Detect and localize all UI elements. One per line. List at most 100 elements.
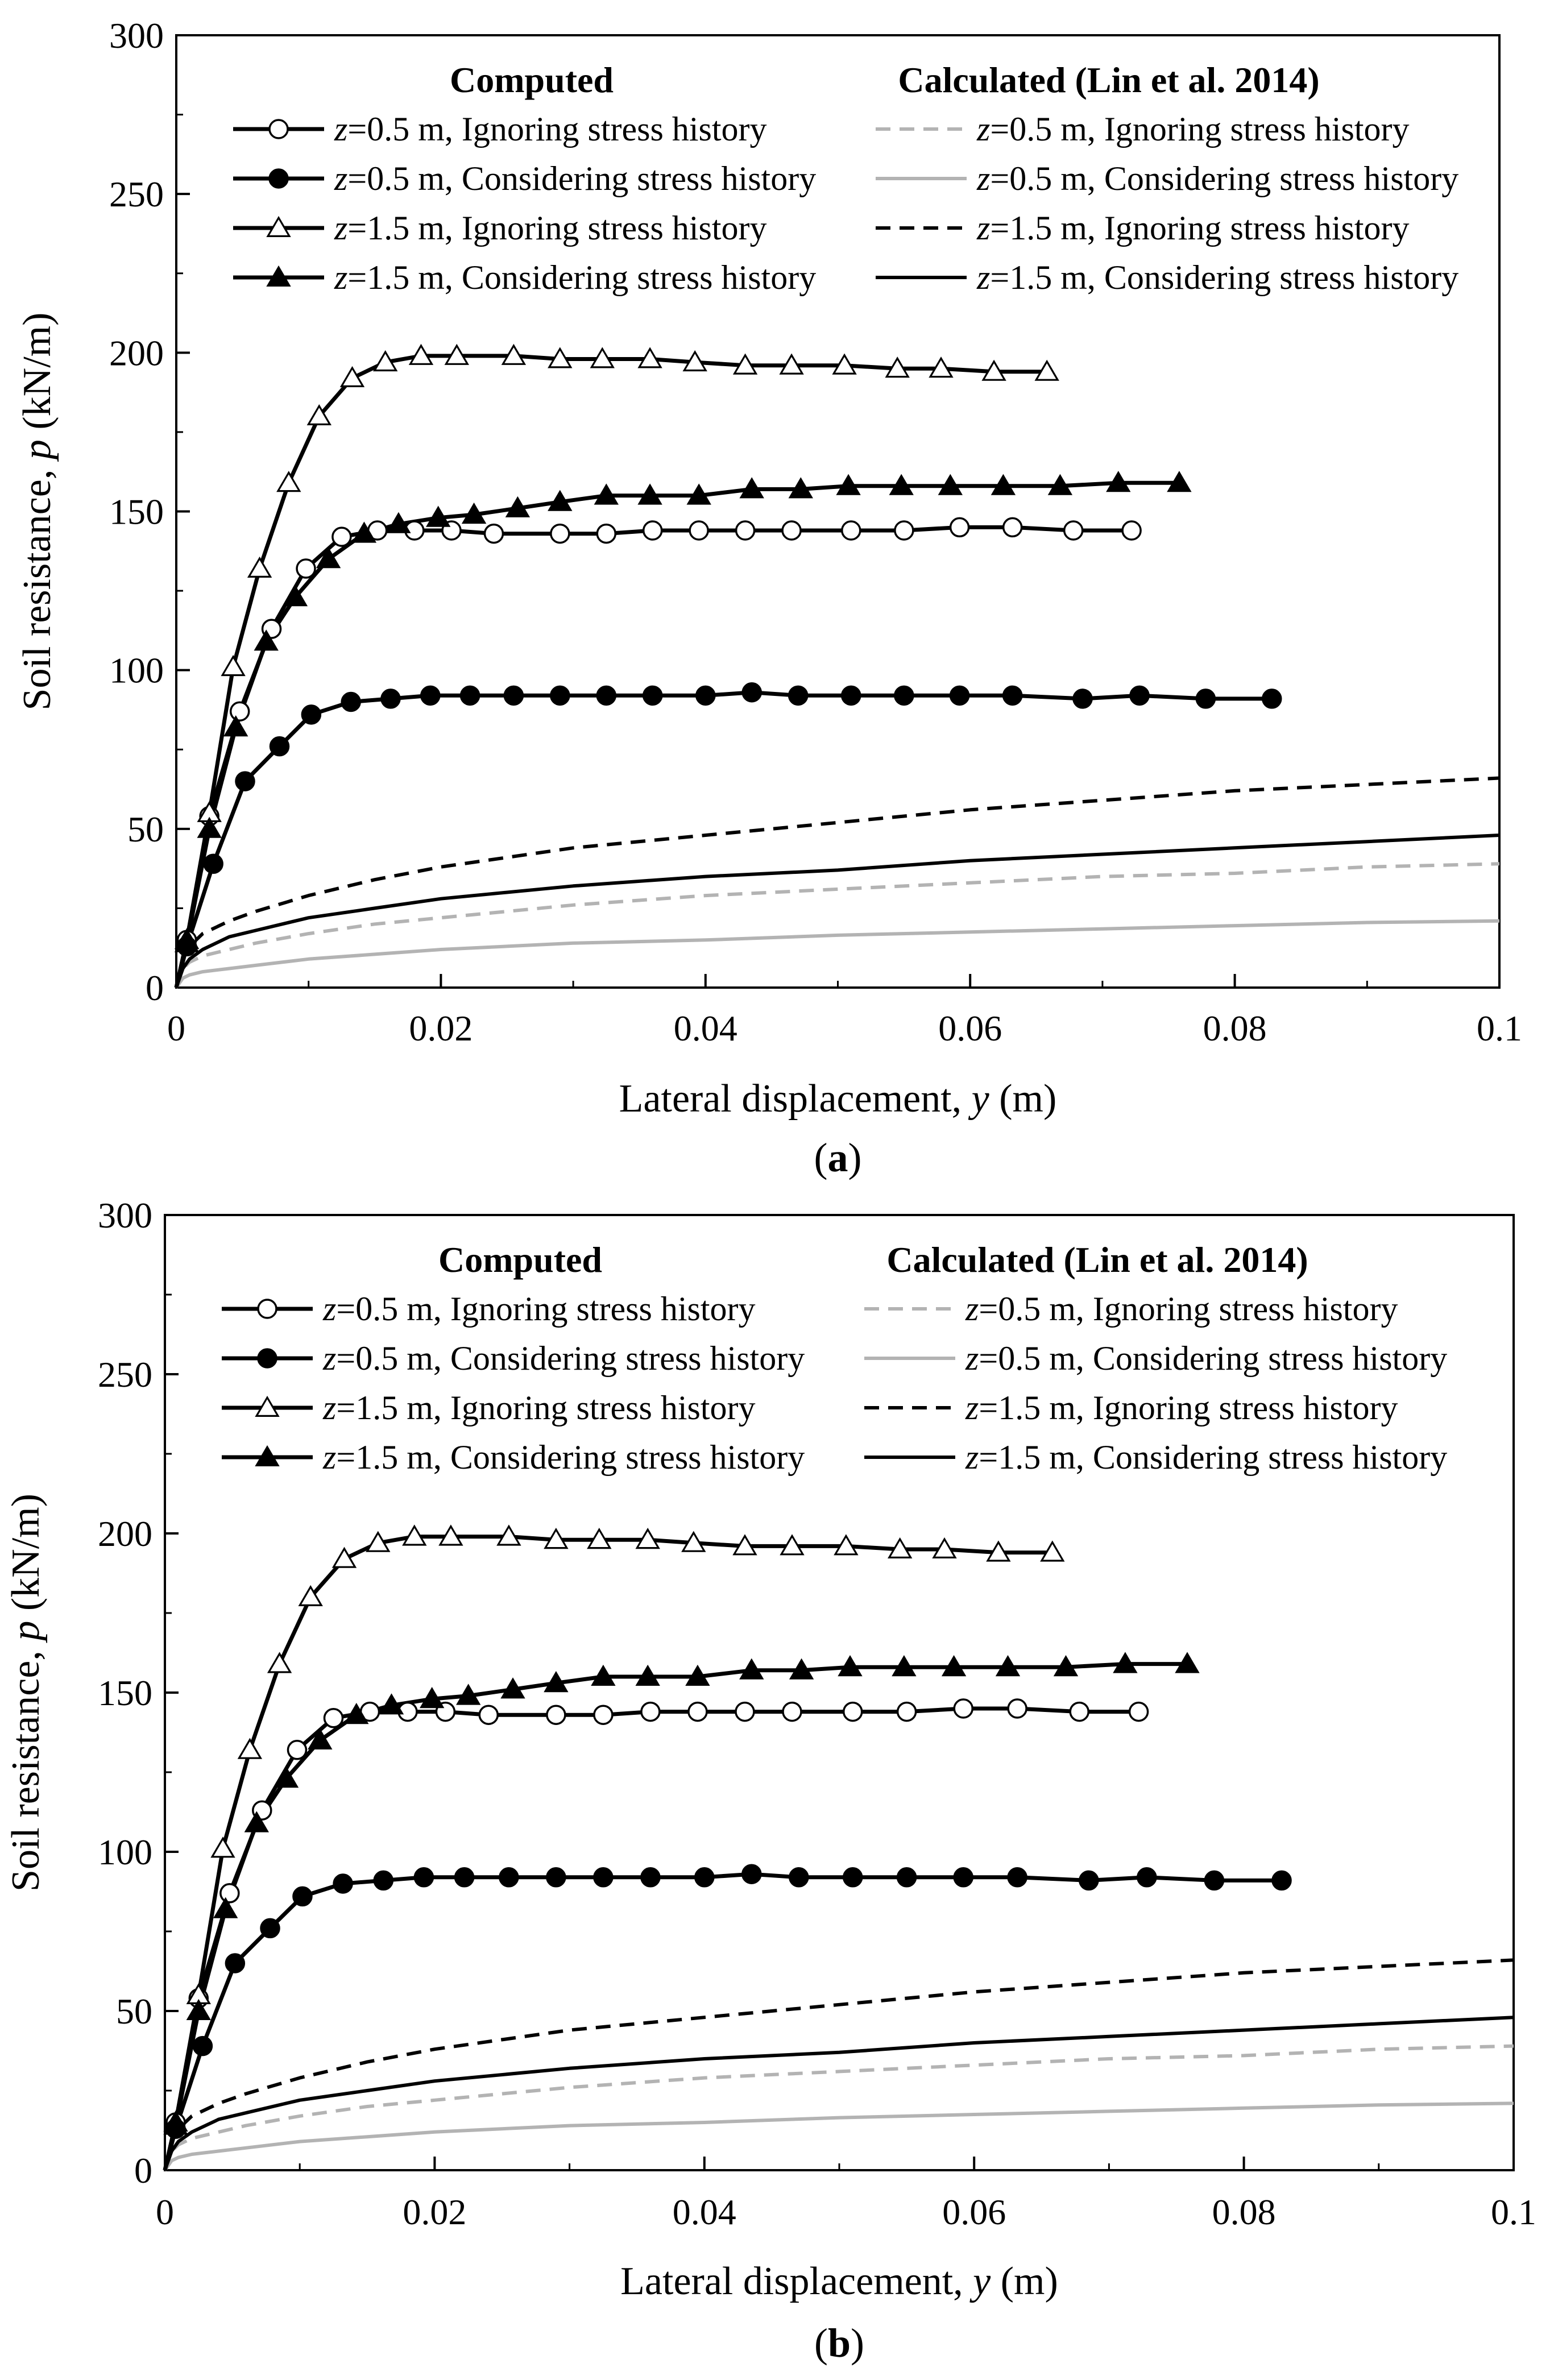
data-point-1 xyxy=(1204,1870,1225,1891)
legend-label-var: z xyxy=(334,259,347,296)
y-axis-label-text: Soil resistance, xyxy=(15,459,59,710)
data-point-2 xyxy=(635,1528,660,1549)
x-axis-label-text: Lateral displacement, xyxy=(620,2259,973,2303)
series-line-1 xyxy=(174,690,1272,988)
data-point-3 xyxy=(739,477,764,499)
legend-swatch-marker xyxy=(266,215,291,237)
series-line-6 xyxy=(175,776,1500,988)
legend-label-text: =1.5 m, Ignoring stress history xyxy=(990,209,1409,247)
data-point-1 xyxy=(235,771,255,791)
legend-label-text: =1.5 m, Ignoring stress history xyxy=(336,1389,755,1427)
data-point-0 xyxy=(687,1701,708,1722)
series-line-0 xyxy=(163,1706,1139,2171)
data-point-3 xyxy=(461,502,487,524)
data-point-0 xyxy=(1007,1698,1027,1719)
data-point-2 xyxy=(834,1534,859,1556)
data-point-1 xyxy=(454,1867,475,1888)
panel-caption: (a) xyxy=(814,1135,862,1180)
data-point-0 xyxy=(1128,1701,1149,1722)
legend-label-var: z xyxy=(965,1290,979,1328)
data-point-3 xyxy=(386,512,411,533)
legend-label-text: =1.5 m, Considering stress history xyxy=(347,259,816,296)
y-axis-label-unit: (kN/m) xyxy=(4,1494,48,1621)
data-point-3 xyxy=(548,490,573,511)
y-tick-label: 0 xyxy=(146,968,164,1008)
legend-label-var: z xyxy=(334,209,347,247)
y-tick-label: 250 xyxy=(109,174,164,214)
legend-label-var: z xyxy=(334,160,347,197)
data-point-3 xyxy=(1175,1652,1200,1673)
legend-label-text: =0.5 m, Ignoring stress history xyxy=(979,1290,1398,1328)
y-tick-label: 50 xyxy=(127,809,164,849)
legend-label-var: z xyxy=(976,110,990,148)
data-point-0 xyxy=(841,520,861,541)
data-point-0 xyxy=(323,1708,344,1728)
series-line-2 xyxy=(163,1535,1052,2171)
data-point-2 xyxy=(331,1546,357,1568)
legend-label: z=1.5 m, Ignoring stress history xyxy=(322,1389,756,1427)
data-point-2 xyxy=(590,347,615,368)
data-point-1 xyxy=(499,1867,519,1888)
data-point-1 xyxy=(1262,689,1282,709)
data-point-2 xyxy=(247,556,272,578)
data-point-3 xyxy=(308,1728,333,1749)
data-point-1 xyxy=(896,1867,917,1888)
data-point-2 xyxy=(237,1738,263,1759)
legend-label: z=0.5 m, Considering stress history xyxy=(976,160,1458,197)
data-point-1 xyxy=(1195,689,1216,709)
data-point-1 xyxy=(596,685,617,706)
x-tick-label: 0.02 xyxy=(403,2192,466,2232)
data-point-3 xyxy=(889,474,914,495)
data-point-1 xyxy=(1137,1867,1157,1888)
data-point-3 xyxy=(174,931,200,952)
data-point-0 xyxy=(842,1701,863,1722)
y-axis-label: Soil resistance, p (kN/m) xyxy=(4,1494,48,1892)
data-point-1 xyxy=(269,736,290,757)
legend-label: z=0.5 m, Ignoring stress history xyxy=(334,110,767,148)
data-point-1 xyxy=(741,1864,762,1884)
legend-label: z=0.5 m, Considering stress history xyxy=(965,1340,1447,1377)
data-point-0 xyxy=(483,523,504,544)
x-axis-label: Lateral displacement, y (m) xyxy=(620,2259,1058,2303)
caption-paren-close: ) xyxy=(848,1135,862,1180)
data-point-0 xyxy=(1063,520,1084,541)
data-point-2 xyxy=(1034,359,1059,381)
data-point-2 xyxy=(780,1534,805,1556)
data-point-2 xyxy=(932,1537,957,1558)
data-point-0 xyxy=(596,523,617,544)
data-point-3 xyxy=(836,474,861,495)
data-point-1 xyxy=(503,685,524,706)
data-point-1 xyxy=(373,1870,394,1891)
x-tick-label: 0.06 xyxy=(938,1008,1002,1048)
data-point-1 xyxy=(788,685,809,706)
legend-header: Calculated (Lin et al. 2014) xyxy=(886,1239,1308,1280)
data-point-3 xyxy=(1113,1652,1138,1673)
legend-label-text: =0.5 m, Ignoring stress history xyxy=(336,1290,755,1328)
data-point-1 xyxy=(260,1918,280,1939)
legend-label-var: z xyxy=(322,1389,336,1427)
data-point-2 xyxy=(408,343,434,365)
data-point-2 xyxy=(496,1524,521,1546)
data-point-0 xyxy=(640,1701,661,1722)
data-point-3 xyxy=(244,1811,269,1832)
data-point-1 xyxy=(546,1867,566,1888)
data-point-2 xyxy=(732,1534,757,1556)
x-tick-label: 0.08 xyxy=(1203,1008,1267,1048)
data-point-3 xyxy=(686,483,711,505)
legend-swatch-marker xyxy=(257,1299,277,1319)
data-point-3 xyxy=(637,483,662,505)
data-point-1 xyxy=(789,1867,809,1888)
data-point-3 xyxy=(379,1693,404,1715)
data-point-3 xyxy=(1167,471,1192,492)
data-point-3 xyxy=(941,1655,967,1677)
legend-label-text: =0.5 m, Considering stress history xyxy=(990,160,1458,197)
y-axis-label-text: Soil resistance, xyxy=(4,1641,48,1892)
data-point-3 xyxy=(591,1664,616,1686)
data-point-3 xyxy=(456,1684,481,1705)
data-point-2 xyxy=(637,347,662,368)
data-point-1 xyxy=(380,689,401,709)
series-line-4 xyxy=(163,2044,1514,2171)
legend-label: z=1.5 m, Considering stress history xyxy=(965,1438,1447,1476)
series-line-2 xyxy=(174,354,1047,988)
data-point-2 xyxy=(587,1528,612,1549)
